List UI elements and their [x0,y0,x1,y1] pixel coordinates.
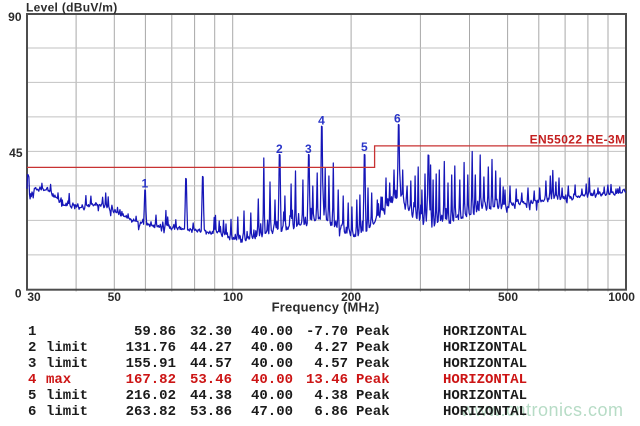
svg-text:6: 6 [394,112,401,126]
svg-text:0: 0 [15,287,22,301]
svg-text:1000: 1000 [608,290,635,304]
svg-text:100: 100 [223,290,243,304]
svg-text:1: 1 [141,177,148,191]
svg-text:50: 50 [108,290,122,304]
svg-text:90: 90 [8,10,22,24]
svg-text:45: 45 [9,146,23,160]
svg-text:2: 2 [276,142,283,156]
svg-text:3: 3 [305,142,312,156]
svg-text:Frequency (MHz): Frequency (MHz) [272,299,380,314]
svg-text:200: 200 [341,290,361,304]
svg-text:4: 4 [318,114,325,128]
svg-text:30: 30 [27,290,41,304]
svg-text:500: 500 [498,290,518,304]
svg-text:5: 5 [361,140,368,154]
svg-text:Level (dBuV/m): Level (dBuV/m) [26,1,118,15]
svg-text:EN55022 RE-3M: EN55022 RE-3M [530,133,626,147]
